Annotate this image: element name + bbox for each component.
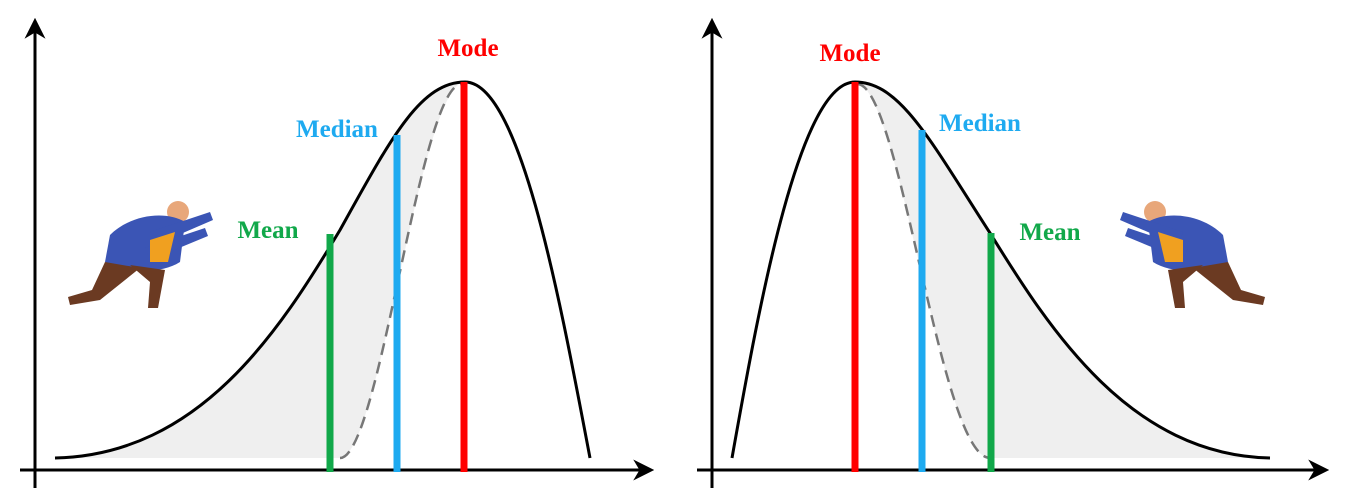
mean-label: Mean	[237, 217, 298, 244]
skewed-curve	[730, 80, 1271, 460]
pushing-person	[68, 201, 213, 308]
shaded-area	[55, 82, 465, 458]
right-panel: Mode Median Mean	[697, 17, 1330, 488]
mode-label: Mode	[437, 35, 498, 62]
median-label: Median	[296, 116, 378, 143]
mean-label: Mean	[1019, 219, 1080, 246]
median-label: Median	[939, 110, 1021, 137]
skewed-curve	[54, 80, 592, 460]
shaded-area	[855, 82, 1270, 458]
pushing-person	[1120, 201, 1265, 308]
mode-label: Mode	[819, 40, 880, 67]
left-panel: Mode Median Mean	[20, 17, 655, 488]
